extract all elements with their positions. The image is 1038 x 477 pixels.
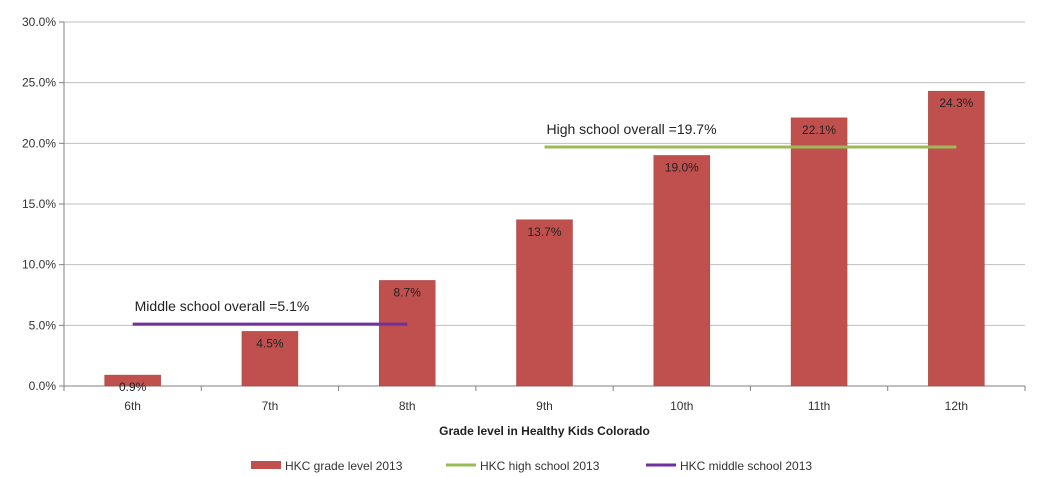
y-tick-label: 10.0% xyxy=(22,258,56,272)
bar-12th xyxy=(928,90,985,387)
legend-label: HKC high school 2013 xyxy=(480,459,600,473)
annotation-1: Middle school overall =5.1% xyxy=(135,298,310,314)
bar-8th xyxy=(378,280,436,387)
x-tick-label: 8th xyxy=(399,399,416,413)
y-tick-label: 25.0% xyxy=(22,76,56,90)
x-axis-label: Grade level in Healthy Kids Colorado xyxy=(439,424,650,438)
data-label-6th: 0.9% xyxy=(119,380,147,394)
data-label-11th: 22.1% xyxy=(802,123,836,137)
data-label-10th: 19.0% xyxy=(665,160,699,174)
x-tick-label: 10th xyxy=(670,399,693,413)
legend-label: HKC middle school 2013 xyxy=(680,459,812,473)
bar-7th xyxy=(241,331,299,387)
bar-6th xyxy=(104,374,161,387)
legend-swatch-bar xyxy=(251,461,281,469)
data-label-7th: 4.5% xyxy=(256,336,284,350)
y-tick-label: 30.0% xyxy=(22,15,56,29)
x-tick-label: 12th xyxy=(945,399,968,413)
x-tick-label: 6th xyxy=(124,399,141,413)
legend-label: HKC grade level 2013 xyxy=(285,459,403,473)
x-tick-label: 11th xyxy=(808,399,830,413)
bar-9th xyxy=(516,219,573,387)
y-tick-label: 20.0% xyxy=(22,136,56,150)
bar-10th xyxy=(653,155,711,387)
annotation-0: High school overall =19.7% xyxy=(547,121,717,137)
x-tick-label: 7th xyxy=(262,399,279,413)
y-tick-label: 5.0% xyxy=(29,318,57,332)
y-tick-label: 15.0% xyxy=(22,197,56,211)
bar-11th xyxy=(790,117,848,387)
x-tick-label: 9th xyxy=(536,399,553,413)
y-tick-label: 0.0% xyxy=(29,379,57,393)
data-label-12th: 24.3% xyxy=(939,96,973,110)
data-label-9th: 13.7% xyxy=(527,225,561,239)
data-label-8th: 8.7% xyxy=(394,285,422,299)
